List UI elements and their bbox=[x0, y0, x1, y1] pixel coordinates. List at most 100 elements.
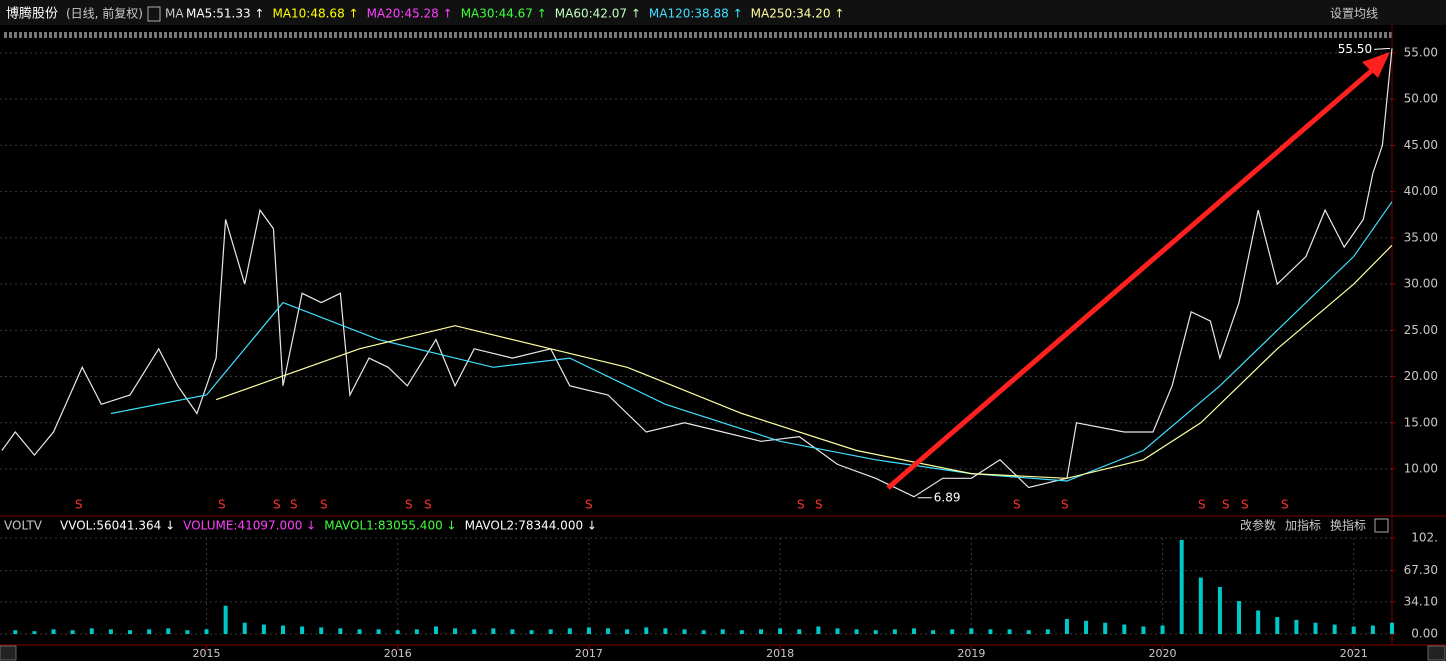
s-marker: S bbox=[290, 498, 298, 512]
button[interactable]: 加指标 bbox=[1285, 518, 1321, 533]
volume-bar bbox=[32, 631, 37, 634]
y-tick-label: 10.00 bbox=[1404, 462, 1438, 476]
volume-bar bbox=[701, 630, 706, 634]
button[interactable]: 改参数 bbox=[1240, 518, 1276, 533]
s-marker: S bbox=[815, 498, 823, 512]
volume-bar bbox=[1256, 610, 1261, 634]
volume-bar bbox=[1351, 626, 1356, 634]
mode: (日线, 前复权) bbox=[66, 6, 143, 21]
y-tick-label: 55.00 bbox=[1404, 45, 1438, 59]
x-tick-label: 2021 bbox=[1340, 647, 1368, 660]
header-bar bbox=[0, 0, 1446, 25]
help-icon[interactable] bbox=[147, 6, 161, 22]
scroll-left[interactable] bbox=[0, 645, 17, 661]
x-tick-label: 2018 bbox=[766, 647, 794, 660]
volume-bar bbox=[1294, 619, 1299, 634]
low-label: 6.89 bbox=[934, 490, 961, 504]
x-tick-label: 2019 bbox=[957, 647, 985, 660]
s-marker: S bbox=[1281, 498, 1289, 512]
x-tick-label: 2015 bbox=[193, 647, 221, 660]
s-marker: S bbox=[424, 498, 432, 512]
volume-bar bbox=[1217, 586, 1222, 634]
volume-bar bbox=[70, 630, 75, 634]
volume-bar bbox=[13, 630, 18, 634]
s-marker: S bbox=[218, 498, 226, 512]
volume-bar bbox=[1390, 622, 1394, 634]
volume-bar bbox=[778, 628, 783, 634]
s-marker: S bbox=[75, 498, 83, 512]
signal-markers: S S S S S S S S S S S S S S S S bbox=[75, 498, 1289, 512]
legend-entry: MA120:38.88 ↑ bbox=[649, 7, 743, 21]
volume-bar bbox=[625, 629, 630, 634]
high-pointer bbox=[1374, 47, 1391, 50]
volume-bar bbox=[1275, 617, 1280, 634]
volume-bar bbox=[854, 629, 859, 634]
vol-name: VOLTV bbox=[4, 519, 43, 533]
volume-bar bbox=[1103, 622, 1108, 634]
drawn-arrow bbox=[886, 58, 1386, 490]
volume-bar bbox=[204, 629, 209, 634]
volume-bar bbox=[261, 624, 266, 634]
button[interactable]: 换指标 bbox=[1330, 518, 1366, 533]
volume-bar bbox=[1160, 625, 1165, 634]
volume-bar bbox=[1370, 625, 1375, 634]
volume-bar bbox=[185, 630, 190, 634]
s-marker: S bbox=[1013, 498, 1021, 512]
legend-entry: VOLUME:41097.000 ↓ bbox=[183, 519, 316, 533]
volume-bar bbox=[1313, 622, 1318, 634]
x-tick-label: 2016 bbox=[384, 647, 412, 660]
scroll-right[interactable] bbox=[1427, 645, 1446, 661]
legend-entry: MA60:42.07 ↑ bbox=[555, 7, 641, 21]
volume-bar bbox=[1122, 624, 1127, 634]
volume-bar bbox=[1141, 626, 1146, 634]
volume-bar bbox=[491, 628, 496, 634]
volume-bar bbox=[911, 628, 916, 634]
volume-bar bbox=[242, 622, 247, 634]
y-tick-label: 45.00 bbox=[1404, 138, 1438, 152]
s-marker: S bbox=[273, 498, 281, 512]
y-tick-label: 34.10 bbox=[1404, 594, 1438, 608]
legend-entry: MA5:51.33 ↑ bbox=[186, 7, 264, 21]
legend-entry: VVOL:56041.364 ↓ bbox=[60, 519, 175, 533]
volume-bar bbox=[414, 629, 419, 634]
setting[interactable]: 设置均线 bbox=[1330, 7, 1378, 21]
s-marker: S bbox=[585, 498, 593, 512]
volume-bar bbox=[988, 629, 993, 634]
s-marker: S bbox=[1061, 498, 1069, 512]
volume-bar bbox=[950, 629, 955, 634]
volume-bar bbox=[873, 630, 878, 634]
volume-bar bbox=[816, 626, 821, 634]
ma-label: MA bbox=[165, 7, 184, 21]
y-tick-label: 35.00 bbox=[1404, 230, 1438, 244]
price-line bbox=[215, 244, 1393, 479]
volume-bar bbox=[931, 630, 936, 634]
volume-bar bbox=[128, 630, 133, 634]
s-marker: S bbox=[1222, 498, 1230, 512]
volume-bar bbox=[606, 628, 611, 634]
volume-bar bbox=[453, 628, 458, 634]
volume-bar bbox=[51, 629, 56, 634]
volume-bar bbox=[472, 629, 477, 634]
volume-bar bbox=[1332, 624, 1337, 634]
y-tick-label: 102. bbox=[1411, 531, 1438, 545]
volume-bar bbox=[663, 628, 668, 634]
y-tick-label: 67.30 bbox=[1404, 563, 1438, 577]
legend-entry: MA10:48.68 ↑ bbox=[272, 7, 358, 21]
volume-bar bbox=[1237, 601, 1242, 634]
volume-bar bbox=[682, 629, 687, 634]
y-tick-label: 50.00 bbox=[1404, 92, 1438, 106]
volume-bar bbox=[433, 626, 438, 634]
volume-bar bbox=[108, 629, 113, 634]
volume-bar bbox=[510, 629, 515, 634]
y-tick-label: 30.00 bbox=[1404, 277, 1438, 291]
price-line bbox=[1, 48, 1393, 498]
legend-entry: MA30:44.67 ↑ bbox=[461, 7, 547, 21]
close-button[interactable] bbox=[1374, 518, 1389, 533]
s-marker: S bbox=[320, 498, 328, 512]
volume-bar bbox=[759, 629, 764, 634]
volume-bar bbox=[892, 629, 897, 634]
legend-entry: MA20:45.28 ↑ bbox=[367, 7, 453, 21]
s-marker: S bbox=[1241, 498, 1249, 512]
volume-bar bbox=[89, 628, 94, 634]
volume-bar bbox=[797, 629, 802, 634]
